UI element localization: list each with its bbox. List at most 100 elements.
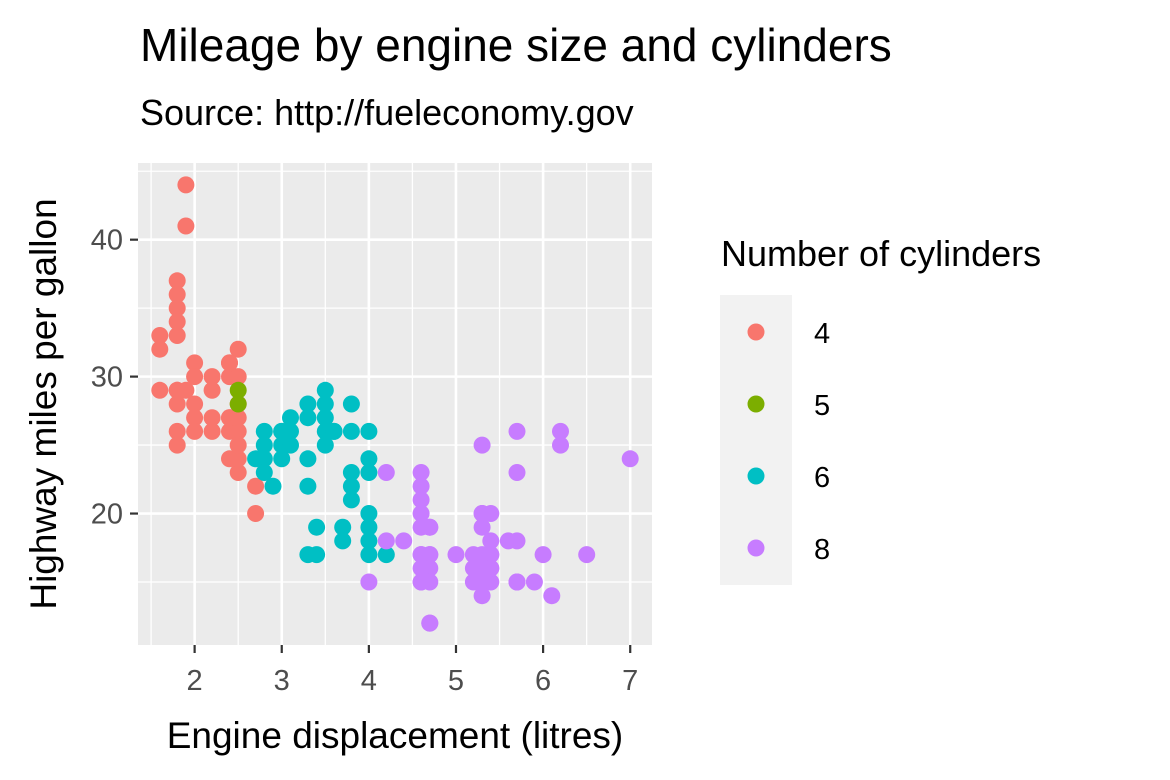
data-point-cyl-4 bbox=[229, 464, 247, 481]
y-axis-title: Highway miles per gallon bbox=[23, 198, 64, 609]
data-point-cyl-6 bbox=[342, 422, 360, 440]
data-point-cyl-8 bbox=[412, 505, 430, 522]
data-point-cyl-6 bbox=[325, 422, 343, 440]
data-point-cyl-4 bbox=[151, 381, 169, 399]
data-point-cyl-4 bbox=[229, 450, 247, 468]
data-point-cyl-6 bbox=[264, 477, 282, 495]
legend-title: Number of cylinders bbox=[721, 233, 1041, 274]
legend-label-cyl-5: 5 bbox=[814, 390, 830, 422]
chart-title: Mileage by engine size and cylinders bbox=[140, 19, 892, 71]
data-point-cyl-6 bbox=[308, 546, 326, 564]
data-point-cyl-5 bbox=[229, 395, 247, 413]
y-tick-label: 20 bbox=[91, 499, 123, 531]
data-point-cyl-6 bbox=[316, 381, 334, 399]
data-point-cyl-8 bbox=[499, 532, 517, 550]
data-point-cyl-4 bbox=[168, 286, 186, 303]
data-point-cyl-4 bbox=[247, 477, 265, 495]
data-point-cyl-8 bbox=[395, 532, 413, 550]
data-point-cyl-6 bbox=[360, 505, 378, 522]
data-point-cyl-4 bbox=[168, 422, 186, 440]
data-point-cyl-8 bbox=[578, 546, 596, 564]
data-point-cyl-4 bbox=[168, 299, 186, 317]
data-point-cyl-6 bbox=[273, 422, 291, 440]
legend-label-cyl-4: 4 bbox=[814, 318, 830, 350]
data-point-cyl-6 bbox=[308, 518, 326, 536]
data-point-cyl-4 bbox=[229, 368, 247, 386]
data-point-cyl-4 bbox=[168, 327, 186, 344]
data-point-cyl-8 bbox=[412, 477, 430, 495]
data-point-cyl-8 bbox=[482, 559, 500, 577]
data-point-cyl-8 bbox=[360, 573, 378, 591]
data-point-cyl-6 bbox=[360, 464, 378, 481]
data-point-cyl-4 bbox=[177, 381, 195, 399]
data-point-cyl-6 bbox=[342, 491, 360, 509]
data-point-cyl-6 bbox=[342, 395, 360, 413]
data-point-cyl-6 bbox=[377, 546, 395, 564]
data-point-cyl-4 bbox=[168, 313, 186, 331]
data-point-cyl-4 bbox=[203, 409, 221, 427]
data-point-cyl-5 bbox=[229, 381, 247, 399]
legend-label-cyl-8: 8 bbox=[814, 534, 830, 566]
data-point-cyl-6 bbox=[342, 477, 360, 495]
data-point-cyl-4 bbox=[229, 436, 247, 454]
data-point-cyl-8 bbox=[412, 464, 430, 481]
data-point-cyl-6 bbox=[282, 409, 299, 427]
legend-swatch-cyl-4 bbox=[747, 323, 765, 341]
data-point-cyl-4 bbox=[168, 272, 186, 290]
data-point-cyl-6 bbox=[334, 532, 352, 550]
data-point-cyl-4 bbox=[151, 327, 169, 344]
x-tick-label: 5 bbox=[448, 665, 464, 697]
data-point-cyl-6 bbox=[316, 409, 334, 427]
data-point-cyl-8 bbox=[377, 464, 395, 481]
data-point-cyl-6 bbox=[360, 450, 378, 468]
data-point-cyl-8 bbox=[552, 422, 569, 440]
data-point-cyl-6 bbox=[360, 422, 378, 440]
legend-swatch-cyl-6 bbox=[747, 467, 765, 485]
data-point-cyl-4 bbox=[186, 409, 204, 427]
legend-swatch-cyl-8 bbox=[747, 539, 765, 557]
data-point-cyl-6 bbox=[360, 546, 378, 564]
data-point-cyl-6 bbox=[316, 395, 334, 413]
data-point-cyl-4 bbox=[247, 505, 265, 522]
x-tick-label: 7 bbox=[622, 665, 638, 697]
data-point-cyl-8 bbox=[421, 559, 439, 577]
data-point-cyl-6 bbox=[255, 436, 273, 454]
data-point-cyl-8 bbox=[421, 573, 439, 591]
data-point-cyl-4 bbox=[203, 368, 221, 386]
data-point-cyl-8 bbox=[473, 573, 491, 591]
data-point-cyl-6 bbox=[299, 395, 317, 413]
data-point-cyl-8 bbox=[412, 518, 430, 536]
data-point-cyl-4 bbox=[186, 422, 204, 440]
legend-key-background bbox=[720, 295, 792, 585]
y-tick-label: 30 bbox=[91, 362, 123, 394]
data-point-cyl-8 bbox=[482, 532, 500, 550]
data-point-cyl-6 bbox=[255, 422, 273, 440]
data-point-cyl-6 bbox=[273, 450, 291, 468]
data-point-cyl-6 bbox=[316, 436, 334, 454]
data-point-cyl-8 bbox=[552, 436, 569, 454]
data-point-cyl-4 bbox=[186, 354, 204, 372]
legend-swatch-cyl-5 bbox=[747, 395, 765, 413]
x-tick-label: 2 bbox=[187, 665, 203, 697]
chart-subtitle: Source: http://fueleconomy.gov bbox=[140, 92, 634, 133]
data-point-cyl-8 bbox=[543, 587, 561, 605]
data-point-cyl-6 bbox=[299, 450, 317, 468]
data-point-cyl-8 bbox=[464, 546, 482, 564]
data-point-cyl-6 bbox=[255, 464, 273, 481]
x-tick-label: 3 bbox=[274, 665, 290, 697]
data-point-cyl-4 bbox=[151, 340, 169, 358]
data-point-cyl-8 bbox=[508, 464, 526, 481]
data-point-cyl-4 bbox=[203, 381, 221, 399]
data-point-cyl-6 bbox=[247, 450, 265, 468]
data-point-cyl-8 bbox=[377, 532, 395, 550]
legend-label-cyl-6: 6 bbox=[814, 462, 830, 494]
data-point-cyl-4 bbox=[168, 395, 186, 413]
data-point-cyl-8 bbox=[447, 546, 465, 564]
data-point-cyl-6 bbox=[360, 532, 378, 550]
data-point-cyl-8 bbox=[534, 546, 552, 564]
data-point-cyl-4 bbox=[168, 436, 186, 454]
data-point-cyl-4 bbox=[203, 422, 221, 440]
data-point-cyl-4 bbox=[177, 217, 195, 235]
